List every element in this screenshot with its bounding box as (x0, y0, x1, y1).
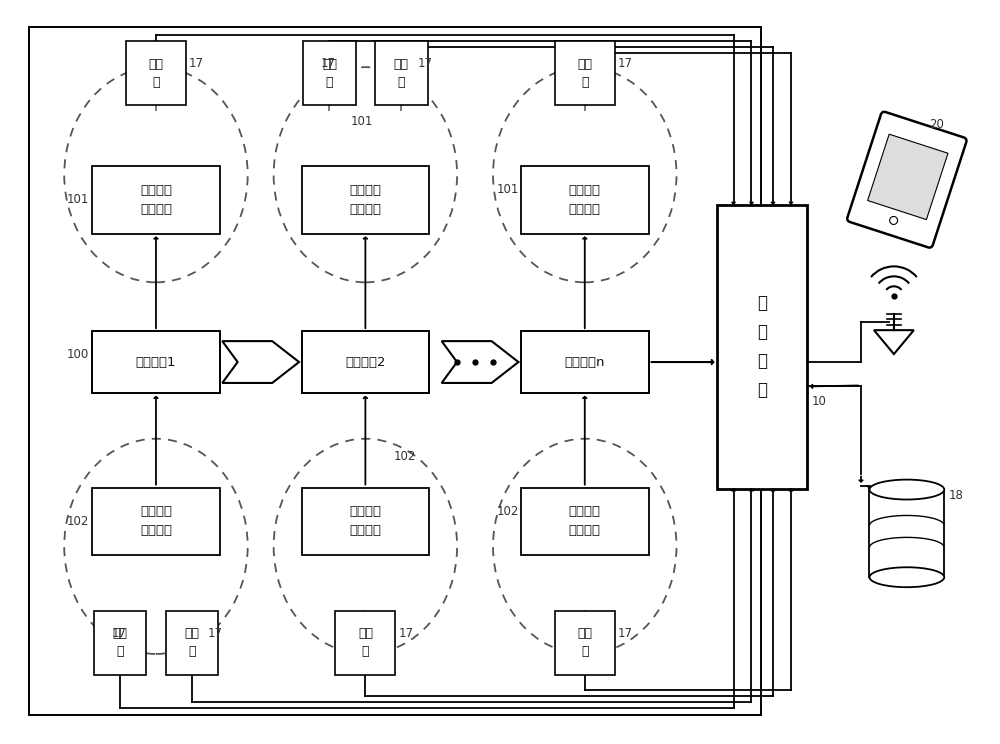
Text: 17: 17 (321, 57, 336, 70)
Bar (717, 205, 807, 489)
Text: 摄影
机: 摄影 机 (394, 57, 409, 89)
Text: 摄影
机: 摄影 机 (184, 627, 199, 658)
Bar (521, 331, 649, 393)
Bar (303, 41, 356, 106)
Text: 视觉观察
输出接口: 视觉观察 输出接口 (569, 184, 601, 216)
FancyBboxPatch shape (847, 112, 966, 248)
Text: 102: 102 (66, 515, 89, 528)
Bar (375, 41, 428, 106)
Text: 100: 100 (66, 347, 88, 361)
Text: 监
控
系
统: 监 控 系 统 (757, 294, 767, 400)
Bar (869, 490, 944, 577)
Bar (92, 487, 220, 555)
Bar (166, 611, 218, 676)
Text: 摄影
机: 摄影 机 (358, 627, 373, 658)
Text: 18: 18 (949, 489, 964, 502)
Text: 17: 17 (398, 626, 413, 640)
Polygon shape (442, 341, 518, 383)
Bar (92, 331, 220, 393)
Text: 20: 20 (929, 118, 944, 132)
Circle shape (890, 217, 898, 225)
Text: 摄影
机: 摄影 机 (148, 57, 163, 89)
Bar (868, 134, 948, 219)
Text: 生产设备1: 生产设备1 (136, 356, 176, 368)
Bar (302, 166, 429, 234)
Bar (521, 166, 649, 234)
Text: 视觉观察
输出接口: 视觉观察 输出接口 (140, 184, 172, 216)
Text: 手动操作
输入接口: 手动操作 输入接口 (140, 505, 172, 537)
Text: 17: 17 (618, 57, 633, 70)
Bar (126, 41, 186, 106)
Bar (555, 41, 615, 106)
Bar (302, 487, 429, 555)
Text: 摄影
机: 摄影 机 (113, 627, 128, 658)
Text: 10: 10 (812, 395, 827, 408)
Text: 101: 101 (497, 183, 519, 196)
Text: 17: 17 (189, 57, 204, 70)
Bar (302, 331, 429, 393)
Bar (555, 611, 615, 676)
Bar (521, 487, 649, 555)
Text: 摄影
机: 摄影 机 (577, 57, 592, 89)
Ellipse shape (869, 567, 944, 587)
Bar (92, 166, 220, 234)
Text: 102: 102 (497, 505, 519, 518)
Polygon shape (222, 341, 299, 383)
Bar (94, 611, 146, 676)
Text: 生产设备2: 生产设备2 (345, 356, 386, 368)
Bar (29, 28, 761, 715)
Text: 17: 17 (208, 626, 223, 640)
Text: 视觉观察
输出接口: 视觉观察 输出接口 (349, 184, 381, 216)
Text: 102: 102 (393, 450, 416, 464)
Text: 手动操作
输入接口: 手动操作 输入接口 (569, 505, 601, 537)
Text: 17: 17 (417, 57, 432, 70)
Bar (335, 611, 395, 676)
Text: 手动操作
输入接口: 手动操作 输入接口 (349, 505, 381, 537)
Polygon shape (874, 330, 914, 354)
Text: 摄影
机: 摄影 机 (322, 57, 337, 89)
Text: 17: 17 (111, 626, 126, 640)
Text: 摄影
机: 摄影 机 (577, 627, 592, 658)
Text: 101: 101 (350, 115, 373, 129)
Text: 101: 101 (66, 193, 89, 206)
Text: 17: 17 (618, 626, 633, 640)
Ellipse shape (869, 480, 944, 499)
Text: 生产设备n: 生产设备n (565, 356, 605, 368)
